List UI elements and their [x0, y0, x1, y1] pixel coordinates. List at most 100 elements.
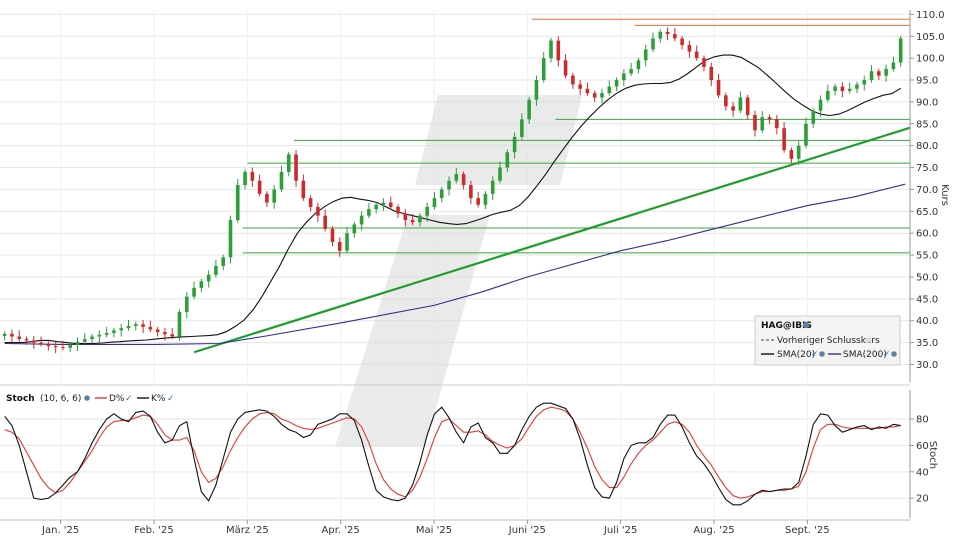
- legend-sma20-info-icon[interactable]: [819, 351, 825, 357]
- candle-body-61: [447, 180, 451, 190]
- candle-body-39: [286, 154, 291, 172]
- candle-body-7: [53, 346, 58, 348]
- stoch-params-info-icon[interactable]: [84, 395, 90, 401]
- candle-93: [680, 35, 684, 50]
- stoch-d-line: [4, 406, 901, 499]
- candle-12: [90, 333, 94, 344]
- candle-body-103: [753, 115, 757, 131]
- x-label-3: Apr. '25: [322, 525, 360, 536]
- candle-body-40: [294, 154, 298, 181]
- legend-sma20-check-icon[interactable]: ✓: [811, 350, 819, 360]
- price-axis-ticks: 30.0 35.0 40.0 45.0 50.0 55.0 60.0 65.0 70.0 75.0…: [910, 10, 945, 371]
- candle-body-73: [534, 80, 539, 100]
- candle-body-35: [257, 180, 262, 194]
- price-tick-label-13: 95.0: [916, 76, 938, 87]
- candle-body-51: [374, 204, 378, 210]
- candle-37: [272, 185, 276, 209]
- candle-66: [483, 191, 488, 210]
- stoch-lines: [4, 402, 901, 506]
- price-tick-label-2: 40.0: [916, 316, 938, 327]
- candle-body-27: [199, 281, 204, 288]
- candle-32: [235, 178, 240, 223]
- candle-body-79: [578, 84, 582, 89]
- candle-120: [877, 68, 881, 81]
- stoch-legend-d-check-icon[interactable]: ✓: [125, 394, 133, 404]
- legend-sma200-check-icon[interactable]: ✓: [883, 350, 891, 360]
- sma200-path: [4, 183, 906, 345]
- price-legend: HAG@IBIS Vorheriger Schlusskurs SMA(20) …: [754, 315, 901, 366]
- candle-106: [775, 115, 779, 135]
- candle-33: [243, 169, 247, 190]
- stoch-legend-k-check-icon[interactable]: ✓: [167, 394, 175, 404]
- candle-78: [571, 73, 575, 89]
- sma200-line: [4, 183, 906, 345]
- candle-body-1: [10, 333, 14, 337]
- candle-body-19: [141, 324, 145, 327]
- candle-body-46: [337, 241, 342, 251]
- candle-34: [250, 167, 255, 187]
- candle-body-87: [636, 60, 641, 70]
- candle-2: [17, 330, 22, 342]
- candle-7: [53, 341, 58, 354]
- candle-body-69: [505, 152, 510, 168]
- candle-body-42: [308, 198, 313, 207]
- candle-body-14: [104, 332, 109, 335]
- x-label-0: Jan. '25: [41, 525, 79, 536]
- candle-98: [716, 73, 721, 98]
- candle-51: [374, 202, 378, 214]
- stoch-axis-title: Stoch: [927, 441, 938, 469]
- candle-72: [527, 97, 531, 124]
- candle-body-77: [563, 60, 568, 76]
- candle-114: [833, 83, 837, 96]
- candle-121: [884, 64, 888, 82]
- candle-body-95: [694, 51, 699, 59]
- candle-body-120: [877, 71, 881, 76]
- candle-body-111: [811, 110, 816, 124]
- candle-84: [614, 77, 619, 91]
- candle-20: [148, 320, 153, 333]
- candle-99: [724, 92, 728, 111]
- candle-92: [673, 27, 677, 42]
- candle-body-28: [206, 274, 211, 282]
- candle-28: [206, 270, 211, 288]
- candle-body-115: [840, 86, 845, 91]
- candle-96: [702, 55, 706, 72]
- x-label-7: Aug. '25: [693, 525, 734, 536]
- candle-body-91: [665, 31, 670, 35]
- candle-body-123: [898, 38, 903, 63]
- candle-body-71: [520, 119, 524, 137]
- candle-body-13: [97, 334, 102, 337]
- candle-89: [651, 32, 655, 53]
- candle-64: [469, 180, 473, 205]
- legend-title-info-icon[interactable]: [802, 321, 810, 329]
- candle-body-9: [68, 344, 73, 348]
- candle-42: [308, 195, 313, 212]
- x-label-8: Sept. '25: [785, 525, 830, 536]
- stoch-axis-ticks: 20 40 60 80: [910, 415, 929, 505]
- legend-title: HAG@IBIS: [761, 321, 812, 331]
- candle-85: [622, 69, 626, 87]
- stoch-legend-d-label: D%: [109, 394, 125, 404]
- legend-prev-close-toggle-icon[interactable]: [865, 337, 871, 343]
- x-label-2: März '25: [226, 525, 269, 536]
- candle-17: [126, 319, 131, 331]
- candle-73: [534, 75, 539, 106]
- candlesticks: [2, 27, 903, 354]
- candle-25: [184, 292, 189, 319]
- candle-body-0: [2, 333, 7, 337]
- candle-body-55: [403, 213, 408, 221]
- candle-97: [709, 62, 714, 87]
- rising-trendline: [193, 126, 911, 354]
- price-tick-label-8: 70.0: [916, 185, 938, 196]
- candle-4: [32, 336, 36, 349]
- legend-sma200-info-icon[interactable]: [891, 351, 897, 357]
- price-tick-label-9: 75.0: [916, 163, 938, 174]
- candle-87: [636, 57, 641, 74]
- candle-80: [585, 82, 590, 96]
- candle-body-23: [170, 334, 175, 337]
- candle-body-82: [600, 93, 604, 98]
- candle-body-67: [490, 180, 495, 194]
- candle-body-49: [359, 215, 364, 225]
- candle-body-41: [301, 180, 306, 199]
